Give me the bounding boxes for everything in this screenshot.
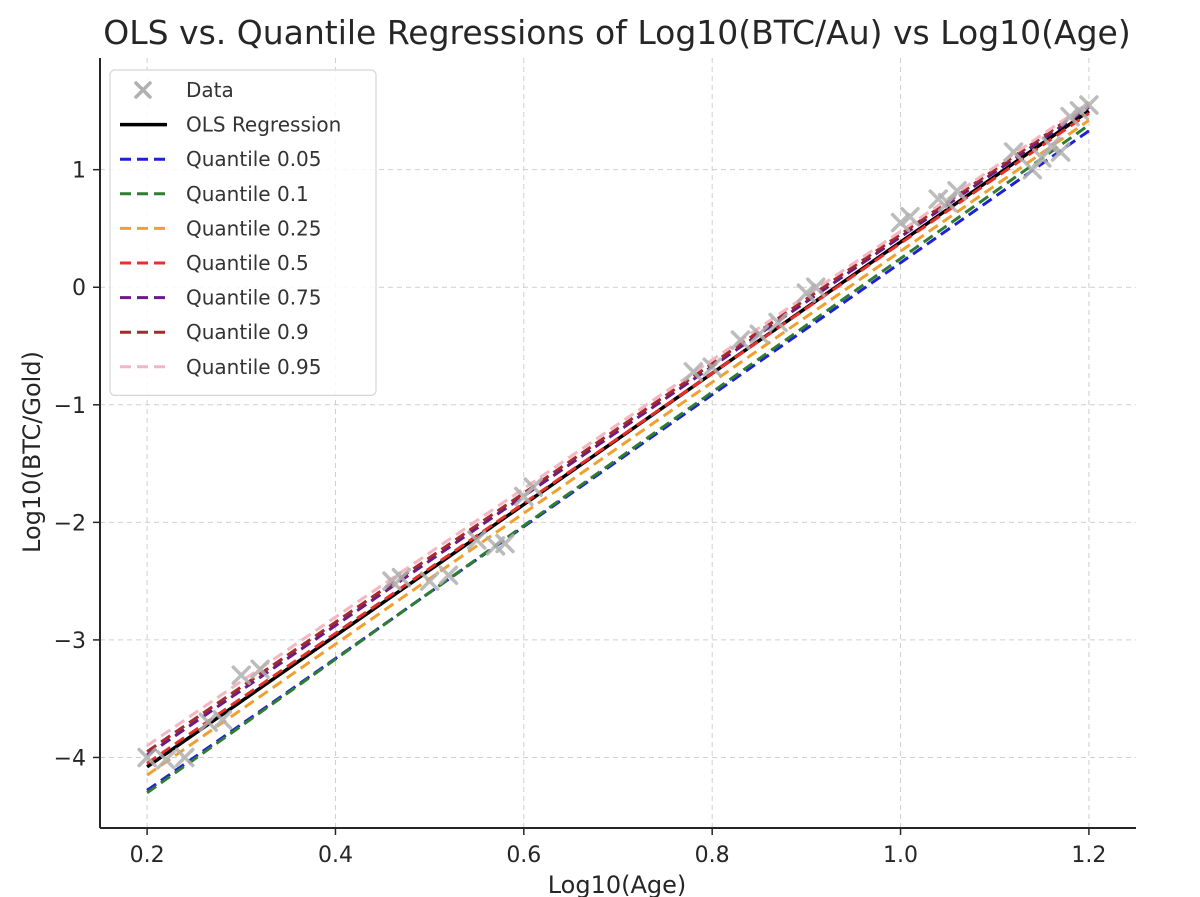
legend-label-ols-regression: OLS Regression — [186, 113, 341, 137]
y-axis-label: Log10(BTC/Gold) — [18, 351, 46, 553]
data-point — [900, 206, 920, 227]
series-line-quantile-0-25 — [146, 119, 1090, 777]
data-point — [702, 357, 722, 377]
data-point — [1003, 142, 1024, 162]
data-point — [156, 750, 176, 770]
y-tick-label: −4 — [54, 746, 86, 771]
data-point — [231, 665, 252, 685]
series-line-quantile-0-95 — [146, 101, 1090, 747]
x-axis-label: Log10(Age) — [548, 871, 687, 897]
legend-marker-data — [134, 81, 152, 99]
legend-label-quantile-0-05: Quantile 0.05 — [186, 147, 322, 171]
axes — [99, 58, 1136, 829]
legend-label-quantile-0-75: Quantile 0.75 — [186, 286, 322, 310]
chart-title: OLS vs. Quantile Regressions of Log10(BT… — [103, 13, 1130, 52]
data-point — [749, 324, 770, 345]
legend-label-quantile-0-95: Quantile 0.95 — [186, 355, 322, 379]
data-point — [1041, 136, 1061, 156]
y-tick-label: 0 — [72, 276, 86, 301]
data-point — [947, 181, 967, 201]
legend-label-quantile-0-9: Quantile 0.9 — [186, 320, 309, 344]
x-tick-label: 0.8 — [695, 843, 730, 868]
data-point — [730, 330, 751, 350]
data-point — [796, 283, 817, 303]
series-line-quantile-0-5 — [146, 112, 1090, 765]
series-layer — [146, 101, 1090, 794]
data-point — [495, 533, 515, 554]
data-point — [175, 747, 195, 768]
x-tick-label: 1.2 — [1071, 843, 1106, 868]
series-line-quantile-0-9 — [146, 103, 1090, 753]
data-point — [683, 362, 704, 382]
scatter-layer — [137, 95, 1099, 770]
legend-box — [109, 69, 377, 396]
data-point — [137, 747, 157, 768]
x-tick-label: 0.2 — [130, 843, 165, 868]
data-point — [1050, 142, 1071, 162]
ticks: 0.2 0.4 0.6 0.8 1.0 1.2 −4 −3 −2 −1 0 1 — [54, 159, 1107, 868]
data-point — [806, 277, 826, 297]
y-tick-label: −1 — [54, 394, 86, 419]
series-line-quantile-0-1 — [146, 123, 1090, 794]
legend-label-quantile-0-25: Quantile 0.25 — [186, 216, 322, 240]
legend: Data OLS Regression Quantile 0.05 Quantile … — [109, 69, 377, 396]
x-tick-label: 1.0 — [883, 843, 918, 868]
data-point — [212, 710, 233, 730]
legend-label-quantile-0-1: Quantile 0.1 — [186, 182, 309, 206]
legend-label-quantile-0-5: Quantile 0.5 — [186, 251, 309, 275]
data-point — [523, 477, 543, 497]
data-point — [250, 659, 270, 680]
data-point — [890, 212, 911, 233]
x-tick-label: 0.4 — [318, 843, 353, 868]
data-point — [438, 565, 459, 586]
data-point — [466, 530, 487, 550]
data-point — [419, 571, 440, 591]
y-tick-label: −3 — [54, 629, 86, 654]
x-tick-label: 0.6 — [506, 843, 541, 868]
y-tick-label: −2 — [54, 511, 86, 536]
data-point — [1079, 95, 1099, 115]
grid — [100, 58, 1136, 828]
data-point — [1060, 107, 1080, 127]
data-point — [391, 567, 412, 588]
data-point — [1069, 101, 1090, 121]
series-line-quantile-0-75 — [146, 106, 1090, 757]
y-tick-label: 1 — [72, 159, 86, 184]
legend-label-data: Data — [186, 78, 234, 102]
data-point — [768, 312, 788, 333]
